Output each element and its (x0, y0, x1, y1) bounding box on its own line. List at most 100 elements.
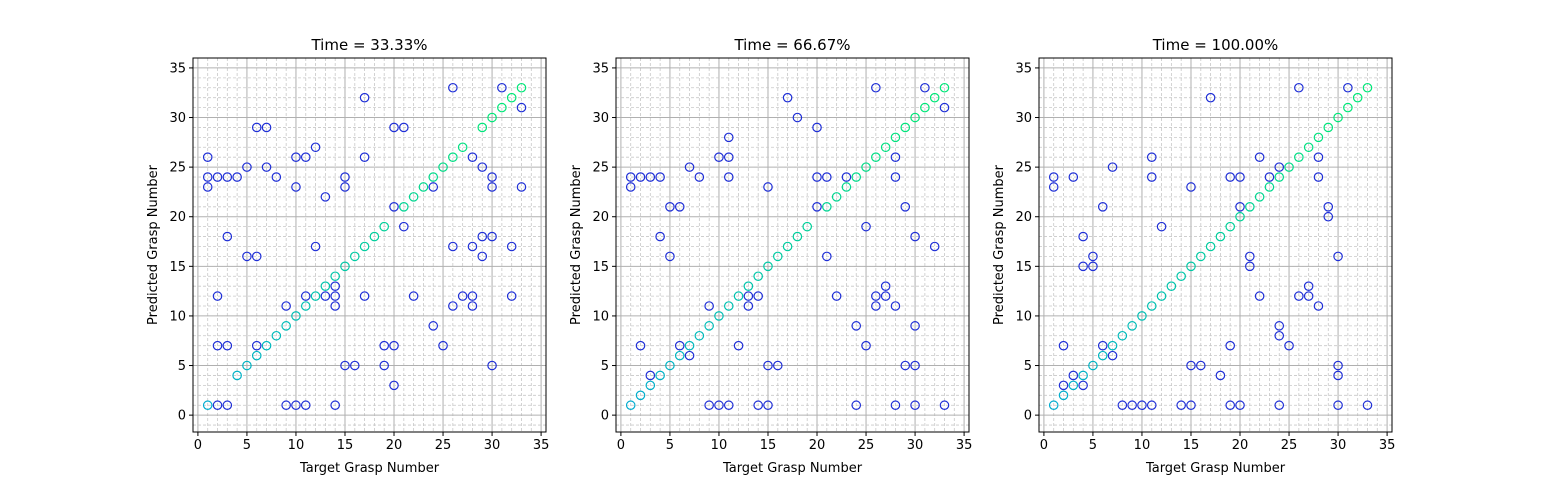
data-point (1107, 162, 1118, 172)
data-point (408, 192, 419, 202)
data-point (822, 172, 832, 182)
data-point (1313, 152, 1324, 163)
data-point (379, 340, 390, 351)
data-point (340, 360, 350, 371)
data-point (1097, 340, 1108, 351)
data-point (418, 182, 429, 192)
x-tick-label: 15 (1183, 438, 1200, 453)
data-point (271, 330, 282, 341)
y-tick-label: 25 (592, 161, 609, 176)
data-point (723, 172, 734, 182)
data-point (330, 281, 340, 291)
data-point (1245, 251, 1255, 262)
x-axis-label: Target Grasp Number (722, 461, 863, 476)
data-point (310, 241, 321, 252)
x-tick-label: 0 (1040, 438, 1048, 453)
data-point (763, 182, 773, 192)
data-point (1343, 82, 1353, 93)
data-point (851, 321, 862, 331)
data-point (477, 231, 488, 242)
data-point (851, 400, 862, 411)
data-point (939, 102, 950, 113)
data-point (772, 360, 783, 371)
data-point (379, 360, 390, 371)
data-point (851, 172, 862, 182)
data-point (222, 172, 233, 182)
data-point (674, 350, 685, 361)
data-point (349, 360, 360, 371)
data-point (890, 301, 901, 311)
y-tick-label: 0 (1024, 409, 1032, 424)
x-tick-label: 20 (1232, 438, 1249, 453)
data-point (1254, 192, 1265, 202)
data-point (300, 152, 311, 163)
y-axis-label: Predicted Grasp Number (146, 164, 161, 325)
data-point (1088, 360, 1098, 371)
data-point (1078, 370, 1088, 381)
x-axis-label: Target Grasp Number (1145, 461, 1286, 476)
data-point (684, 162, 695, 172)
data-point (772, 251, 783, 262)
data-point (1117, 400, 1128, 411)
data-point (665, 251, 675, 262)
data-point (733, 291, 744, 301)
data-point (880, 291, 891, 301)
data-point (753, 400, 763, 411)
data-point (841, 182, 852, 192)
y-tick-label: 15 (1015, 260, 1032, 275)
data-point (506, 291, 517, 301)
data-point (1274, 330, 1285, 341)
data-point (920, 102, 930, 113)
data-point (202, 152, 213, 163)
data-point (300, 291, 311, 301)
data-point (871, 291, 881, 301)
data-point (1048, 400, 1059, 411)
data-point (448, 241, 458, 252)
x-tick-label: 20 (386, 438, 403, 453)
data-point (497, 82, 507, 93)
data-point (723, 132, 734, 143)
data-point (910, 400, 920, 411)
data-point (261, 122, 272, 133)
data-point (467, 291, 478, 301)
data-point (684, 340, 695, 351)
x-tick-label: 0 (617, 438, 625, 453)
data-point (1313, 132, 1324, 143)
data-point (812, 202, 822, 212)
data-point (929, 241, 940, 252)
chart-title: Time = 100.00% (1152, 36, 1279, 54)
data-point (1362, 400, 1373, 411)
data-point (910, 231, 920, 242)
data-point (457, 142, 468, 153)
data-point (202, 182, 213, 192)
y-tick-label: 20 (169, 210, 186, 225)
data-point (291, 311, 301, 321)
y-tick-label: 10 (592, 309, 609, 324)
data-point (1137, 400, 1147, 411)
data-point (939, 82, 950, 93)
data-point (212, 400, 223, 411)
data-point (1333, 360, 1343, 371)
data-point (684, 350, 695, 361)
data-point (359, 241, 370, 252)
y-axis-label: Predicted Grasp Number (992, 164, 1007, 325)
data-point (1186, 400, 1196, 411)
data-point (1254, 291, 1265, 301)
data-point (1146, 152, 1157, 163)
data-point (1303, 281, 1314, 291)
y-tick-label: 5 (601, 359, 609, 374)
data-point (1166, 281, 1177, 291)
data-point (880, 142, 891, 153)
data-point (645, 380, 656, 391)
data-point (861, 340, 871, 351)
data-point (438, 340, 448, 351)
data-point (1078, 231, 1088, 242)
data-point (212, 172, 223, 182)
chart-panel-1: 0 5 10 15 20 25 30 35 0 5 10 15 20 25 30 35 Time = 33.33… (146, 36, 549, 476)
data-point (487, 172, 497, 182)
data-point (1058, 340, 1069, 351)
data-point (399, 202, 409, 212)
data-point (871, 82, 881, 93)
data-point (506, 92, 517, 103)
data-point (438, 162, 448, 172)
